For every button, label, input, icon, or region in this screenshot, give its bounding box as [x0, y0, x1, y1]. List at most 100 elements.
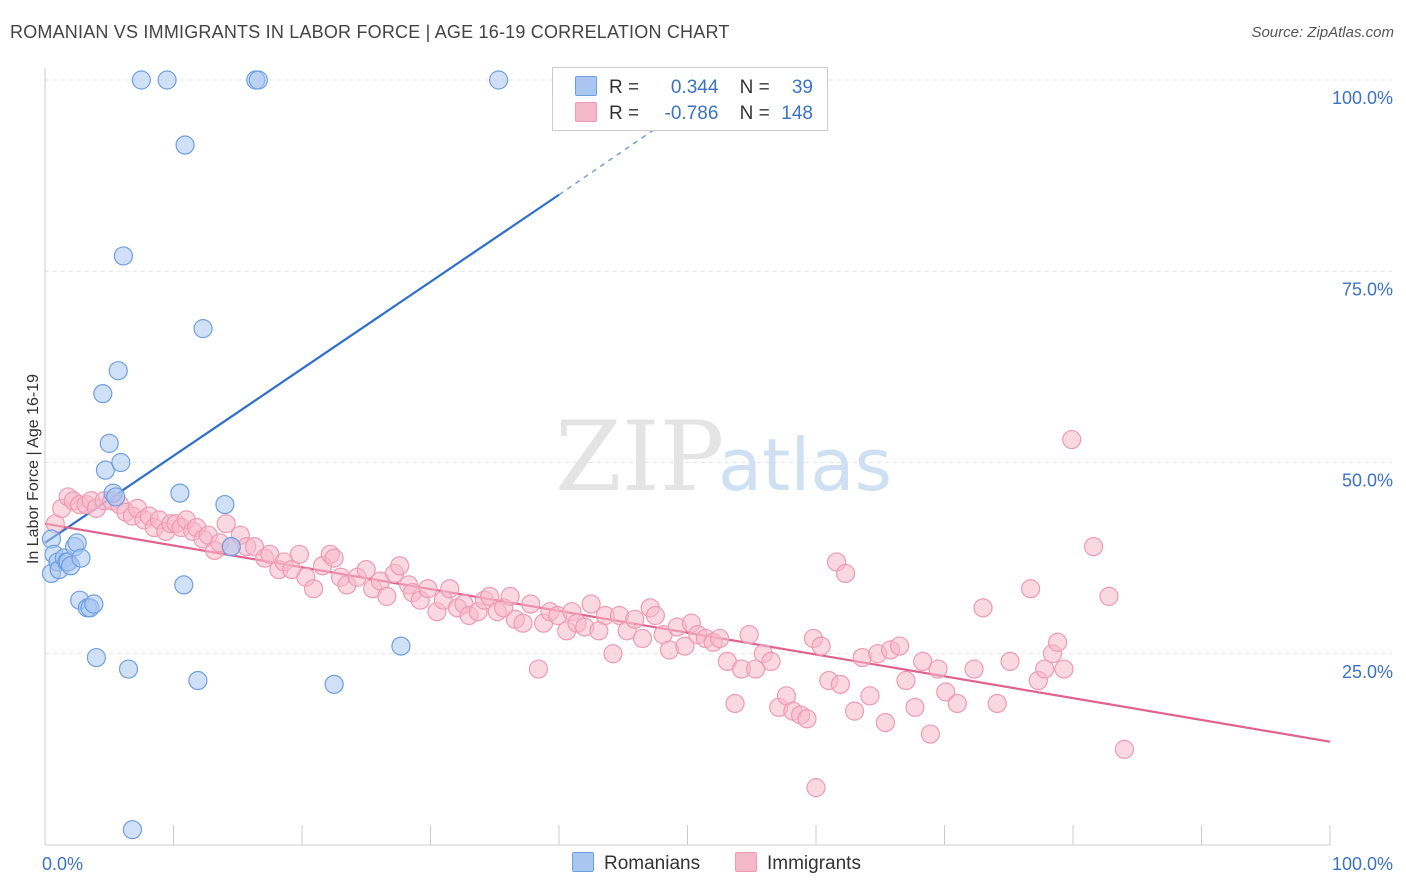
romanians-point: [84, 594, 104, 614]
legend-swatch-immigrants: [735, 852, 757, 872]
legend-item-romanians[interactable]: Romanians: [572, 852, 700, 875]
immigrants-point: [390, 556, 410, 576]
legend-swatch-romanians: [572, 852, 594, 872]
romanians-point: [170, 483, 190, 503]
immigrants-point: [480, 586, 500, 606]
immigrants-point: [860, 686, 880, 706]
romanians-point: [175, 135, 195, 155]
romanians-point: [221, 537, 241, 557]
immigrants-trend-line: [44, 522, 1331, 743]
watermark-zip: ZIP: [555, 401, 724, 513]
romanians-point: [324, 674, 344, 694]
immigrants-point: [356, 559, 376, 580]
romanians-point: [489, 70, 509, 90]
immigrants-point: [1114, 739, 1135, 759]
immigrants-point: [889, 636, 910, 656]
r-value: -0.786: [664, 103, 719, 124]
romanians-point: [111, 452, 131, 473]
immigrants-point: [811, 636, 831, 656]
immigrants-point: [761, 651, 781, 672]
immigrants-point: [844, 701, 865, 721]
immigrants-point: [875, 712, 895, 733]
immigrants-point: [830, 674, 851, 694]
immigrants-point: [1000, 651, 1020, 672]
immigrants-point: [964, 659, 984, 679]
romanians-point: [174, 575, 194, 595]
axes: [44, 68, 1331, 846]
series-immigrants: [45, 429, 1135, 798]
immigrants-point: [521, 594, 541, 614]
immigrants-point: [1054, 659, 1074, 679]
x-tick-label: 0.0%: [42, 854, 83, 874]
romanians-point: [118, 659, 139, 679]
n-value: 39: [791, 77, 813, 98]
immigrants-point: [1035, 659, 1055, 679]
legend-row-immigrants: R = -0.786 N = 148: [575, 102, 813, 126]
immigrants-point: [625, 609, 645, 629]
immigrants-point: [377, 586, 397, 606]
legend-swatch-romanians: [575, 76, 597, 96]
immigrants-point: [1083, 537, 1104, 557]
romanians-point: [99, 433, 119, 453]
immigrants-point: [987, 693, 1007, 714]
series-romanians: [41, 70, 509, 840]
immigrants-point: [797, 709, 817, 729]
legend-row-romanians: R = 0.344 N = 39: [575, 76, 813, 100]
immigrants-point: [581, 594, 601, 614]
r-value: 0.344: [670, 77, 719, 98]
immigrants-point: [1099, 586, 1119, 606]
romanians-point: [193, 319, 213, 339]
stats-legend: R = 0.344 N = 39 R = -0.786 N = 148: [552, 67, 828, 131]
y-axis-label: In Labor Force | Age 16-19: [25, 373, 42, 565]
x-tick-labels: 0.0% 100.0%: [42, 854, 1393, 874]
n-value: 148: [781, 103, 813, 124]
immigrants-point: [1047, 632, 1068, 652]
r-label: R =: [609, 77, 640, 98]
r-label: R =: [609, 103, 640, 124]
romanians-point: [93, 384, 113, 404]
legend-item-immigrants[interactable]: Immigrants: [735, 852, 861, 875]
immigrants-point: [947, 693, 967, 714]
immigrants-point: [725, 693, 745, 714]
romanians-point: [122, 820, 142, 840]
immigrants-point: [528, 659, 549, 679]
immigrants-point: [928, 659, 948, 679]
y-tick-label: 75.0%: [1342, 279, 1393, 299]
immigrants-point: [739, 625, 759, 645]
immigrants-point: [303, 579, 324, 599]
immigrants-point: [1020, 579, 1041, 599]
romanians-point: [95, 460, 115, 480]
romanians-point: [157, 70, 177, 90]
x-tick-label: 100.0%: [1332, 854, 1393, 874]
watermark-atlas: atlas: [718, 423, 892, 507]
immigrants-point: [216, 514, 236, 534]
immigrants-point: [500, 586, 520, 606]
y-tick-labels: 25.0% 50.0% 75.0% 100.0%: [1332, 88, 1393, 682]
immigrants-point: [1062, 429, 1082, 450]
n-label: N =: [739, 77, 770, 98]
romanians-point: [391, 636, 411, 656]
immigrants-point: [973, 598, 993, 618]
legend-swatch-immigrants: [575, 102, 597, 122]
n-label: N =: [739, 103, 770, 124]
immigrants-point: [289, 544, 310, 564]
immigrants-point: [513, 613, 533, 633]
watermark: ZIP atlas: [555, 401, 892, 513]
data-points: [41, 70, 1135, 840]
legend-label: Immigrants: [767, 853, 861, 874]
immigrants-point: [896, 670, 916, 691]
immigrants-point: [835, 563, 856, 584]
y-tick-label: 100.0%: [1332, 88, 1393, 108]
immigrants-point: [905, 697, 925, 717]
immigrants-point: [806, 778, 826, 798]
immigrants-point: [920, 724, 940, 744]
immigrants-point: [746, 659, 766, 679]
immigrants-point: [440, 579, 460, 599]
romanians-point: [86, 647, 107, 668]
immigrants-point: [632, 628, 653, 649]
immigrants-point: [913, 651, 933, 672]
immigrants-point: [645, 605, 665, 626]
legend-label: Romanians: [604, 853, 701, 874]
grid-lines: [45, 79, 1392, 655]
immigrants-point: [324, 548, 344, 568]
